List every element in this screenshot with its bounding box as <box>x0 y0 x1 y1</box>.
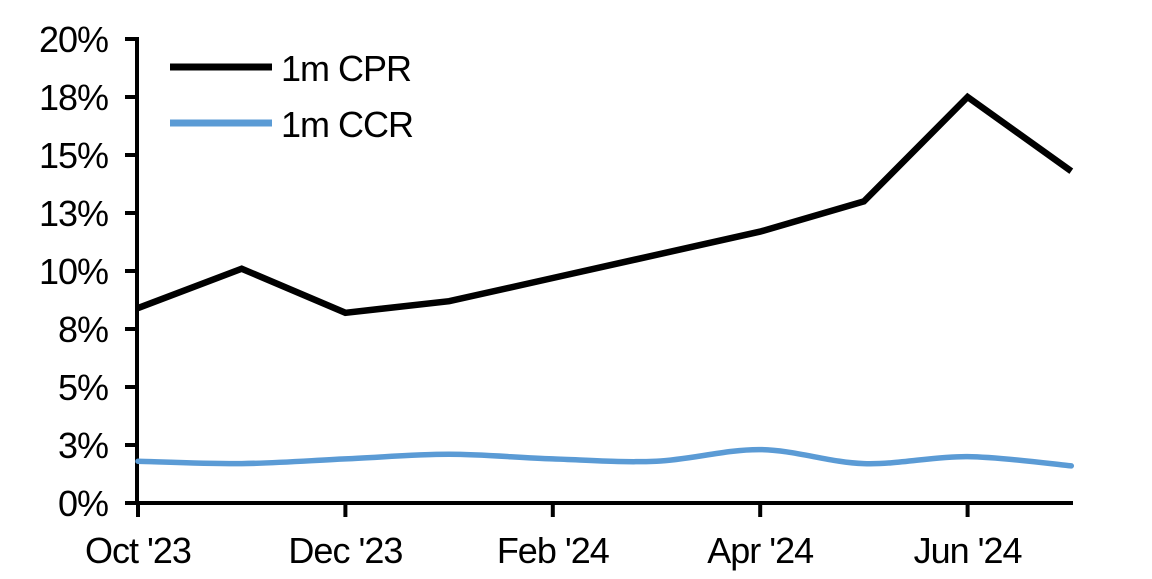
x-tick-label: Jun '24 <box>914 530 1022 571</box>
legend-label-1m-cpr: 1m CPR <box>281 48 411 89</box>
y-tick-label: 3% <box>58 425 108 466</box>
y-axis: 0% 3% 5% 8% 10% 13% 15% 18% 20% <box>39 19 139 524</box>
y-tick-label: 8% <box>58 309 108 350</box>
series-line-1m-ccr <box>135 446 1075 469</box>
y-tick-label: 18% <box>39 77 108 118</box>
y-tick-label: 0% <box>58 483 108 524</box>
legend: 1m CPR 1m CCR <box>170 48 414 145</box>
x-tick-label: Apr '24 <box>707 530 813 571</box>
x-tick-label: Feb '24 <box>497 530 609 571</box>
x-tick-label: Oct '23 <box>85 530 191 571</box>
y-tick-label: 20% <box>39 19 108 60</box>
series-line-1m-cpr <box>136 92 1074 317</box>
y-tick-label: 13% <box>39 193 108 234</box>
x-axis: Oct '23 Dec '23 Feb '24 Apr '24 Jun '24 <box>85 501 1073 571</box>
x-tick-label: Dec '23 <box>288 530 402 571</box>
y-tick-label: 10% <box>39 251 108 292</box>
y-tick-label: 5% <box>58 367 108 408</box>
y-tick-label: 15% <box>39 135 108 176</box>
legend-label-1m-ccr: 1m CCR <box>281 104 413 145</box>
